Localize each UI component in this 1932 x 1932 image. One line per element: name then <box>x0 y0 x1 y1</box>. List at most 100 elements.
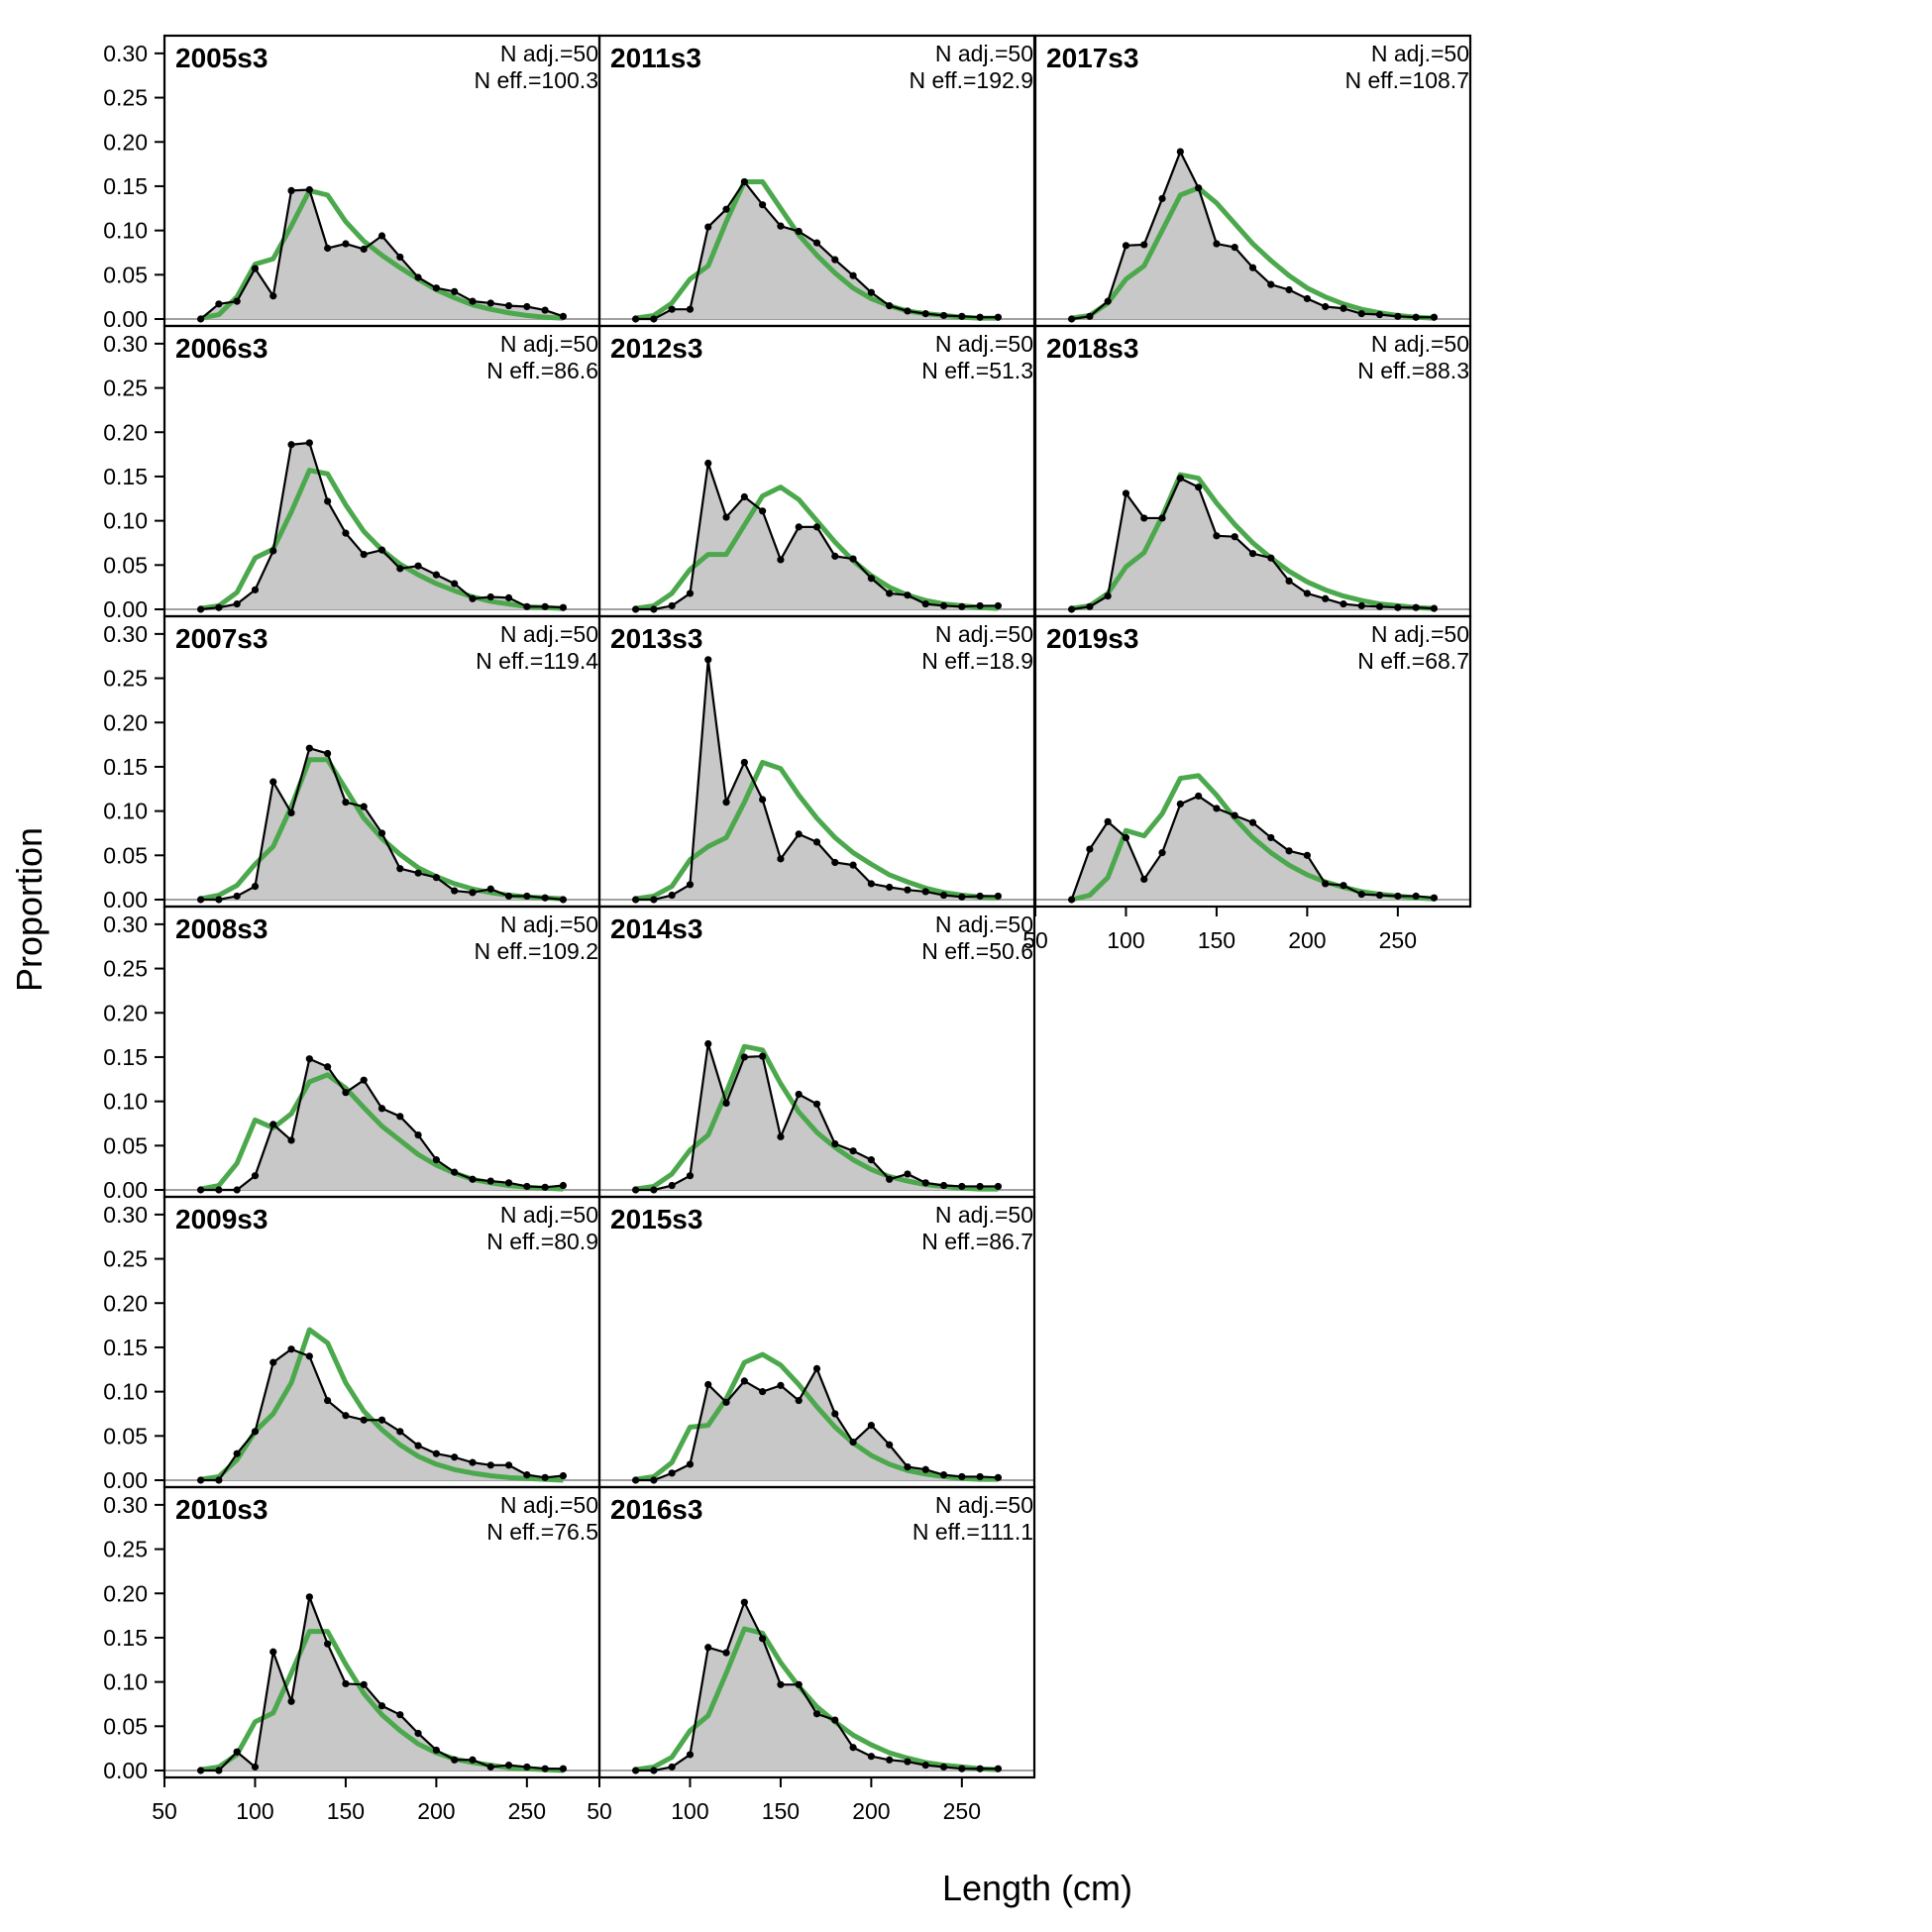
observed-point <box>469 594 477 602</box>
observed-point <box>342 529 350 537</box>
observed-point <box>904 307 912 315</box>
observed-point <box>305 744 313 752</box>
observed-point <box>396 1711 404 1719</box>
observed-point <box>324 1640 332 1648</box>
observed-point <box>831 1716 839 1724</box>
panel-label: 2010s3 <box>175 1494 268 1525</box>
expected-line <box>635 1626 999 1772</box>
observed-point <box>994 1473 1003 1481</box>
observed-point <box>1303 294 1311 303</box>
panel-2017s3: 2017s3 N adj.=50N eff.=108.7 <box>1033 34 1472 328</box>
observed-point <box>1285 285 1293 294</box>
observed-point <box>305 439 313 447</box>
observed-point <box>1267 833 1275 842</box>
observed-point <box>251 1428 260 1436</box>
observed-point <box>469 297 477 305</box>
observed-point <box>1322 880 1330 888</box>
observed-point <box>1322 302 1330 311</box>
expected-line <box>200 1327 564 1483</box>
observed-point <box>904 591 912 599</box>
x-tick-label: 150 <box>1198 927 1235 953</box>
observed-point <box>504 1461 513 1469</box>
observed-point <box>650 315 658 323</box>
observed-point <box>939 601 948 610</box>
observed-point <box>812 1364 821 1372</box>
y-tick-label: 0.15 <box>103 1335 148 1360</box>
observed-point <box>686 1460 695 1468</box>
observed-point <box>324 1063 332 1071</box>
observed-point <box>196 605 205 613</box>
observed-point <box>668 1763 676 1771</box>
observed-point <box>432 1746 440 1755</box>
n-adj-label: N adj.=50 <box>500 41 598 66</box>
observed-point <box>196 315 205 323</box>
observed-point <box>414 1729 422 1738</box>
observed-point <box>831 256 839 264</box>
observed-point <box>396 565 404 573</box>
observed-point <box>287 808 295 817</box>
panel-2018s3: 2018s3 N adj.=50N eff.=88.3 <box>1033 324 1472 618</box>
observed-point <box>215 1476 223 1484</box>
observed-point <box>1285 847 1293 855</box>
n-eff-label: N eff.=88.3 <box>1357 358 1469 383</box>
n-adj-label: N adj.=50 <box>500 1492 598 1518</box>
observed-area <box>635 1368 999 1480</box>
observed-point <box>1104 817 1112 825</box>
observed-point <box>976 892 984 901</box>
observed-point <box>704 656 712 664</box>
observed-point <box>414 273 422 281</box>
n-adj-label: N adj.=50 <box>500 1202 598 1228</box>
observed-point <box>414 1442 422 1449</box>
observed-point <box>377 1105 386 1113</box>
observed-point <box>523 302 531 311</box>
observed-point <box>867 1156 875 1164</box>
observed-point <box>377 829 386 837</box>
observed-point <box>994 313 1003 321</box>
y-tick-label: 0.15 <box>103 1044 148 1070</box>
observed-point <box>451 887 459 895</box>
observed-area <box>635 181 999 319</box>
observed-point <box>396 253 404 262</box>
observed-point <box>1412 603 1420 611</box>
observed-point <box>269 1358 277 1366</box>
observed-area <box>1071 478 1435 609</box>
y-tick-label: 0.05 <box>103 842 148 868</box>
panel-2009s3: 2009s3 N adj.=50N eff.=80.9 <box>162 1195 601 1489</box>
observed-point <box>1394 603 1402 611</box>
observed-point <box>740 177 748 186</box>
observed-point <box>559 1181 568 1190</box>
observed-point <box>1357 891 1365 899</box>
observed-point <box>233 892 241 901</box>
observed-point <box>1412 892 1420 901</box>
observed-point <box>523 1471 531 1479</box>
observed-point <box>976 1472 984 1481</box>
y-tick-label: 0.20 <box>103 1580 148 1606</box>
y-axis-title: Proportion <box>9 827 50 992</box>
observed-point <box>759 796 767 804</box>
observed-point <box>668 1181 676 1190</box>
panel-label: 2018s3 <box>1046 333 1138 364</box>
x-tick-label: 200 <box>1288 927 1326 953</box>
panel-label: 2016s3 <box>610 1494 702 1525</box>
n-eff-label: N eff.=100.3 <box>474 67 598 93</box>
axes-layer: 0.000.050.100.150.200.250.300.000.050.10… <box>103 41 1417 1824</box>
n-eff-label: N eff.=76.5 <box>486 1519 598 1545</box>
observed-point <box>795 830 803 838</box>
expected-line <box>1071 472 1435 611</box>
observed-point <box>432 874 440 882</box>
observed-point <box>559 1471 568 1480</box>
observed-point <box>650 896 658 904</box>
observed-point <box>559 896 568 904</box>
observed-point <box>886 883 894 892</box>
observed-point <box>432 1449 440 1457</box>
observed-point <box>1122 489 1130 497</box>
observed-point <box>287 1697 295 1705</box>
observed-point <box>1285 577 1293 586</box>
observed-point <box>795 1090 803 1099</box>
n-adj-label: N adj.=50 <box>935 621 1033 647</box>
observed-point <box>196 896 205 904</box>
panel-2011s3: 2011s3 N adj.=50N eff.=192.9 <box>597 34 1036 328</box>
expected-line <box>635 759 999 902</box>
n-eff-label: N eff.=86.6 <box>486 358 598 383</box>
observed-point <box>1340 304 1347 312</box>
